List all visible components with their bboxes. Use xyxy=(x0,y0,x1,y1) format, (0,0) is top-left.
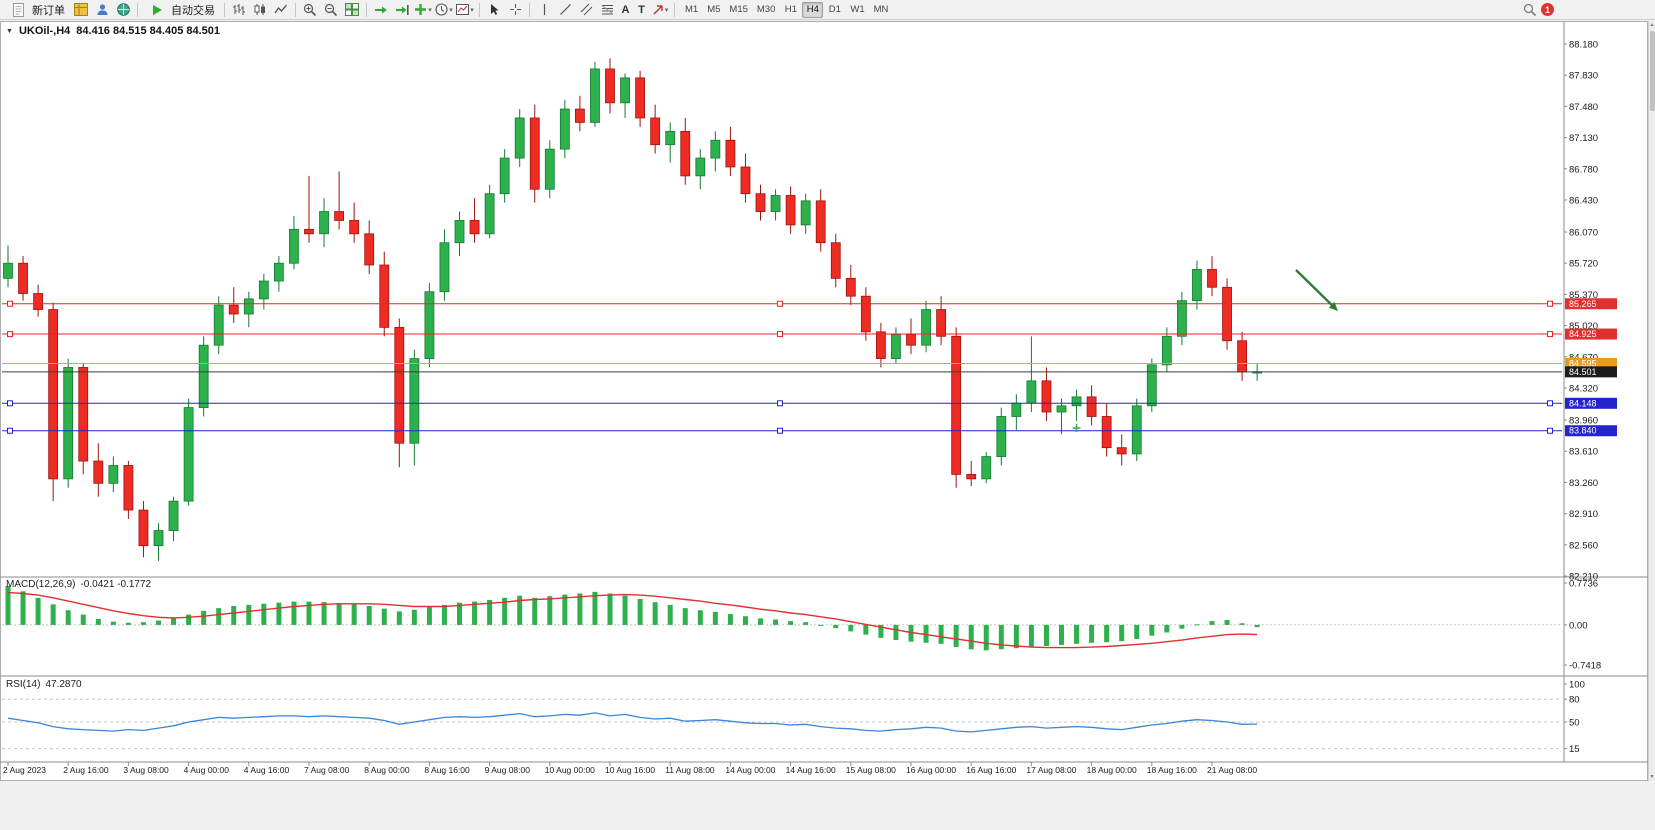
trendline-icon[interactable] xyxy=(555,1,575,18)
toolbar-separator xyxy=(529,2,530,17)
chart-window[interactable] xyxy=(0,21,1648,781)
channel-icon[interactable] xyxy=(576,1,596,18)
toolbar-separator xyxy=(224,2,225,17)
rsi-value: 47.2870 xyxy=(45,679,82,690)
periods-icon[interactable]: ▾ xyxy=(434,1,454,18)
tf-H1[interactable]: H1 xyxy=(784,4,797,15)
line-chart-icon[interactable] xyxy=(271,1,291,18)
arrows-icon[interactable]: ▾ xyxy=(650,1,670,18)
tf-D1[interactable]: D1 xyxy=(828,4,841,15)
macd-values: -0.0421 -0.1772 xyxy=(80,579,152,590)
new-order-icon xyxy=(8,1,28,18)
text-label-icon[interactable]: T xyxy=(638,3,645,16)
fibonacci-icon[interactable] xyxy=(597,1,617,18)
scrollbar-thumb[interactable] xyxy=(1649,31,1655,111)
bar-chart-icon[interactable] xyxy=(229,1,249,18)
new-order-label: 新订单 xyxy=(32,4,65,17)
crosshair-icon[interactable] xyxy=(505,1,525,18)
macd-name: MACD(12,26,9) xyxy=(6,579,76,590)
chart-title: ▼ UKOil-,H4 84.416 84.515 84.405 84.501 xyxy=(6,25,220,37)
toolbar-separator xyxy=(366,2,367,17)
tf-MN[interactable]: MN xyxy=(873,4,889,15)
tile-windows-icon[interactable] xyxy=(342,1,362,18)
tf-H4[interactable]: H4 xyxy=(802,1,824,18)
navigator-icon[interactable] xyxy=(113,1,133,18)
autotrading-button[interactable]: 自动交易 xyxy=(142,1,220,18)
indicators-add-icon[interactable]: ▾ xyxy=(413,1,433,18)
zoom-out-icon[interactable] xyxy=(321,1,341,18)
candlestick-chart-icon[interactable] xyxy=(250,1,270,18)
charts-icon[interactable] xyxy=(71,1,91,18)
market-watch-icon[interactable] xyxy=(92,1,112,18)
collapse-triangle-icon[interactable]: ▼ xyxy=(6,27,13,35)
auto-scroll-icon[interactable] xyxy=(371,1,391,18)
caret-down-icon: ▾ xyxy=(664,6,669,14)
caret-down-icon: ▾ xyxy=(449,6,453,14)
tf-M5[interactable]: M5 xyxy=(707,4,721,15)
caret-down-icon: ▾ xyxy=(470,6,474,14)
notification-badge[interactable]: 1 xyxy=(1541,3,1554,16)
templates-icon[interactable]: ▾ xyxy=(455,1,475,18)
new-order-button[interactable]: 新订单 xyxy=(3,1,70,18)
toolbar-separator xyxy=(479,2,480,17)
scroll-up-icon[interactable]: ▲ xyxy=(1649,22,1655,28)
toolbar-separator xyxy=(674,2,675,17)
zoom-in-icon[interactable] xyxy=(300,1,320,18)
tf-M1[interactable]: M1 xyxy=(685,4,699,15)
chart-shift-icon[interactable] xyxy=(392,1,412,18)
cursor-icon[interactable] xyxy=(484,1,504,18)
tf-W1[interactable]: W1 xyxy=(850,4,865,15)
caret-down-icon: ▾ xyxy=(428,6,432,14)
tf-M30[interactable]: M30 xyxy=(756,4,776,15)
toolbar: 新订单 自动交易 ▾ ▾ ▾ A T ▾ M1 M xyxy=(0,0,1655,20)
vertical-scrollbar[interactable]: ▲ ▼ xyxy=(1648,21,1655,781)
rsi-label: RSI(14) 47.2870 xyxy=(6,679,82,690)
autotrading-icon xyxy=(147,1,167,18)
tf-M15[interactable]: M15 xyxy=(729,4,748,15)
rsi-name: RSI(14) xyxy=(6,679,41,690)
ohlc-values: 84.416 84.515 84.405 84.501 xyxy=(76,25,221,37)
macd-label: MACD(12,26,9) -0.0421 -0.1772 xyxy=(6,579,151,590)
timeframe-group: M1 M5 M15 M30 H1 H4 D1 W1 MN xyxy=(681,1,892,18)
symbol-label: UKOil-,H4 xyxy=(18,25,71,37)
toolbar-separator xyxy=(295,2,296,17)
toolbar-separator xyxy=(137,2,138,17)
vertical-line-icon[interactable] xyxy=(534,1,554,18)
text-icon[interactable]: A xyxy=(621,3,630,16)
search-icon[interactable] xyxy=(1520,1,1540,18)
scroll-down-icon[interactable]: ▼ xyxy=(1649,774,1655,780)
autotrading-label: 自动交易 xyxy=(171,4,215,17)
